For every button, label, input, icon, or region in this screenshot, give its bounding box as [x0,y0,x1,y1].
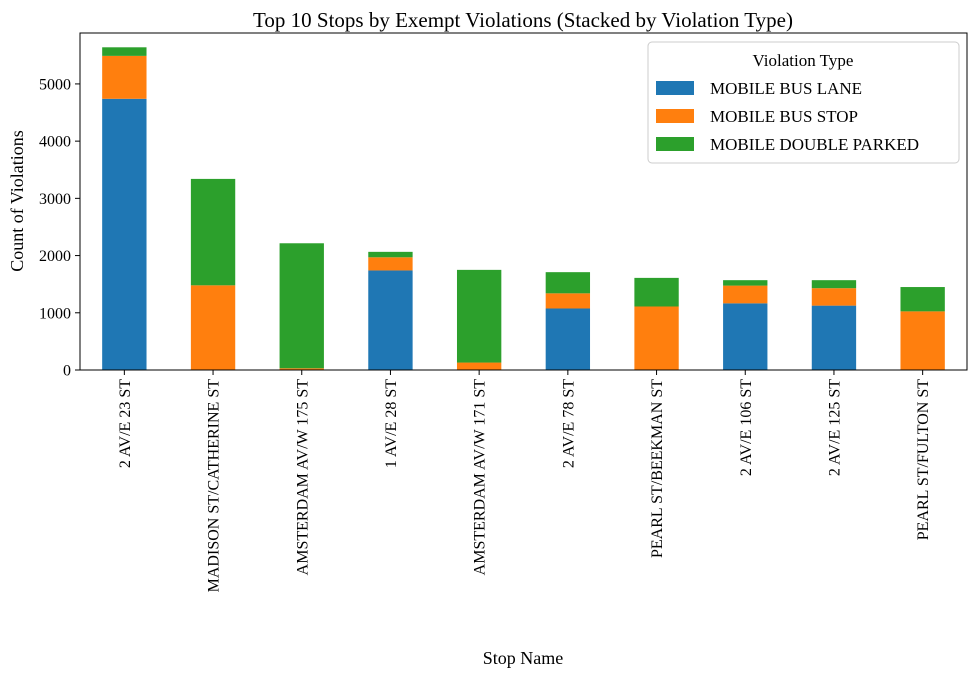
bar-segment [102,98,147,371]
chart-title: Top 10 Stops by Exempt Violations (Stack… [253,8,793,32]
y-tick-label: 4000 [39,134,71,151]
x-tick-label: AMSTERDAM AV/W 171 ST [472,379,489,576]
bar-segment [723,285,768,304]
x-tick-label: 2 AV/E 23 ST [117,379,134,468]
bar-segment [368,251,413,258]
y-tick-label: 3000 [39,191,71,208]
bar-segment [811,280,857,289]
bar-segment [545,293,591,309]
bar-segment [811,305,857,370]
bar-segment [900,287,945,312]
bar-segment [900,311,945,370]
y-tick-label: 0 [63,363,71,380]
bars-layer [102,47,945,371]
x-tick-label: PEARL ST/BEEKMAN ST [649,379,666,558]
legend-swatch [656,109,694,123]
bar-segment [545,308,591,370]
bar-segment [456,269,502,363]
y-axis: 0 1000 2000 3000 4000 5000 [39,76,80,380]
legend-swatch [656,81,694,95]
y-tick-label: 2000 [39,248,71,265]
plot-frame [79,32,968,371]
x-axis: 2 AV/E 23 ST MADISON ST/CATHERINE ST AMSTE… [117,370,932,592]
bar-segment [190,285,236,370]
bar-segment [634,277,679,307]
legend-label: MOBILE BUS LANE [710,79,862,98]
x-tick-label: 2 AV/E 125 ST [826,379,843,476]
x-tick-label: MADISON ST/CATHERINE ST [206,379,223,593]
bar-segment [368,257,413,271]
x-tick-label: 1 AV/E 28 ST [383,379,400,468]
bar-segment [634,306,679,370]
bar-segment [279,368,324,370]
bar-segment [811,288,857,306]
bar-segment [102,55,147,99]
y-tick-label: 1000 [39,305,71,322]
bar-segment [190,178,236,286]
x-tick-label: AMSTERDAM AV/W 175 ST [294,379,311,576]
bar-segment [279,243,324,369]
bar-segment [723,280,768,286]
legend-title: Violation Type [753,51,854,70]
bar-segment [723,303,768,370]
legend-swatch [656,137,694,151]
legend-box [647,41,960,164]
bar-segment [368,270,413,370]
legend-label: MOBILE BUS STOP [710,107,858,126]
y-tick-label: 5000 [39,76,71,93]
bar-segment [545,272,591,294]
legend: Violation Type MOBILE BUS LANE MOBILE BUS… [647,41,960,164]
legend-label: MOBILE DOUBLE PARKED [710,135,919,154]
x-tick-label: 2 AV/E 78 ST [560,379,577,468]
x-tick-label: 2 AV/E 106 ST [738,379,755,476]
bar-segment [102,47,147,56]
y-axis-label: Count of Violations [7,130,27,272]
bar-segment [456,362,502,370]
x-axis-label: Stop Name [483,648,564,668]
x-tick-label: PEARL ST/FULTON ST [915,379,932,540]
